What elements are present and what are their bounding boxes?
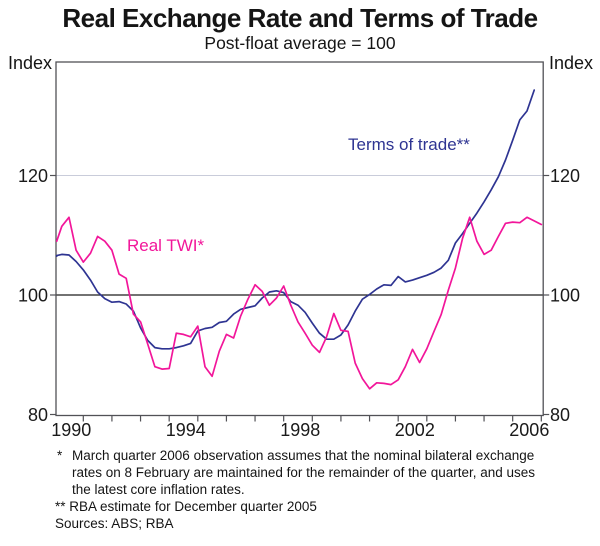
y-axis-unit-left: Index bbox=[8, 53, 53, 73]
footnote-1: March quarter 2006 observation assumes t… bbox=[72, 447, 562, 498]
sources-note: Sources: ABS; RBA bbox=[55, 516, 174, 531]
x-axis-label: 2006 bbox=[509, 420, 549, 440]
footnote-1-line-1: March quarter 2006 observation assumes t… bbox=[72, 448, 535, 463]
footnote-1-line-3: the latest core inflation rates. bbox=[72, 482, 245, 497]
x-axis-label: 1998 bbox=[280, 420, 320, 440]
y-axis-label-left: 80 bbox=[28, 405, 48, 425]
y-axis-label-right: 100 bbox=[550, 286, 580, 306]
footnote-2-text: RBA estimate for December quarter 2005 bbox=[69, 499, 317, 514]
real-twi-label: Real TWI* bbox=[127, 236, 205, 255]
terms-of-trade-line bbox=[55, 89, 536, 350]
x-axis-label: 1990 bbox=[51, 420, 91, 440]
footnote-2: ** RBA estimate for December quarter 200… bbox=[55, 498, 317, 515]
chart-subtitle: Post-float average = 100 bbox=[204, 33, 396, 53]
footnote-1-marker: * bbox=[57, 448, 63, 463]
terms-of-trade-label: Terms of trade** bbox=[348, 135, 470, 154]
x-axis-label: 2002 bbox=[395, 420, 435, 440]
y-axis-unit-right: Index bbox=[549, 53, 594, 73]
y-axis-label-right: 120 bbox=[550, 166, 580, 186]
x-axis-label: 1994 bbox=[166, 420, 206, 440]
footnote-2-marker: ** bbox=[55, 499, 66, 514]
footnote-1-line-2: rates on 8 February are maintained for t… bbox=[72, 465, 536, 480]
y-axis-label-left: 120 bbox=[18, 166, 48, 186]
real-twi-line bbox=[55, 216, 543, 390]
chart-title: Real Exchange Rate and Terms of Trade bbox=[62, 3, 538, 33]
y-axis-label-left: 100 bbox=[18, 286, 48, 306]
y-axis-label-right: 80 bbox=[550, 405, 570, 425]
plot-frame bbox=[55, 61, 544, 417]
